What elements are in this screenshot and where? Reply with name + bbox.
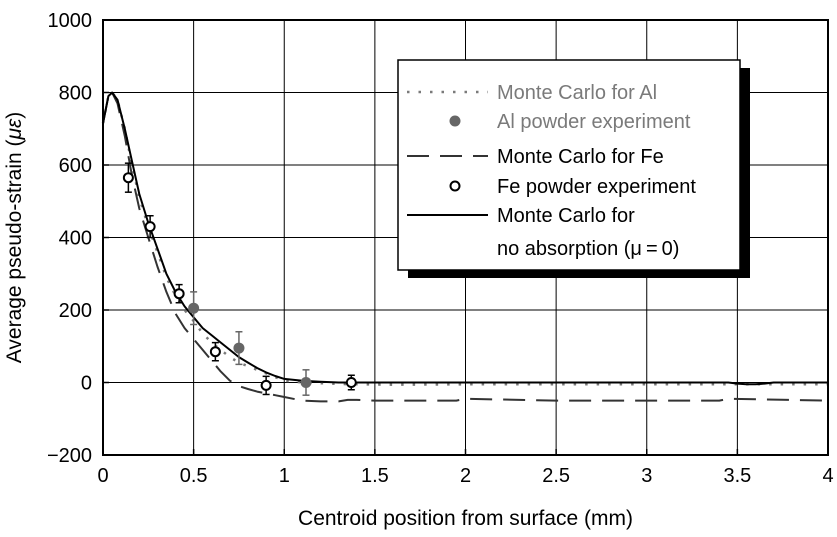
plot-series [101,91,829,403]
x-tick-label: 3 [641,465,652,487]
data-point-fe [173,288,185,300]
x-tick-label: 4 [822,465,833,487]
data-point-fe [209,346,221,358]
y-tick-label: 400 [59,228,92,250]
data-point-fe [260,379,272,391]
x-tick-label: 2.5 [542,465,570,487]
data-point-fe [122,172,134,184]
legend: Monte Carlo for Al Al powder experiment … [397,59,750,278]
x-tick-label: 1 [279,465,290,487]
legend-label-mc-noabs-line1: Monte Carlo for [497,205,635,227]
legend-label-mc-fe: Monte Carlo for Fe [497,146,664,168]
x-tick-label: 0.5 [180,465,208,487]
legend-label-mc-noabs-line2: no absorption (μ = 0) [497,238,679,260]
y-tick-label: 1000 [48,10,93,32]
series-line-2 [102,91,829,403]
data-point-al [233,342,245,354]
legend-label-mc-al: Monte Carlo for Al [497,82,657,104]
y-tick-label: 200 [59,300,92,322]
legend-label-al-exp: Al powder experiment [497,111,691,133]
y-tick-label: 0 [81,373,92,395]
x-axis-label: Centroid position from surface (mm) [298,507,633,530]
y-tick-label: −200 [47,445,92,467]
data-point-al [300,377,312,388]
data-point-fe [345,377,357,388]
y-axis-label-unit: με [3,118,26,141]
x-tick-label: 1.5 [361,465,389,487]
legend-label-fe-exp: Fe powder experiment [497,176,696,198]
series-line-4 [102,91,828,386]
x-tick-label: 2 [460,465,471,487]
data-point-fe [144,221,156,233]
x-tick-label: 0 [97,465,108,487]
legend-marker-al-exp [449,115,461,127]
legend-box [397,59,741,271]
y-tick-label: 800 [59,83,92,105]
y-axis-label-prefix: Average pseudo-strain ( [3,139,26,363]
data-point-al [188,302,200,314]
legend-marker-fe-exp [449,180,461,192]
x-tick-label: 3.5 [723,465,751,487]
y-axis-label-suffix: ) [3,112,26,119]
y-tick-label: 600 [59,155,92,177]
y-axis-label: Average pseudo-strain (με) [3,112,26,363]
